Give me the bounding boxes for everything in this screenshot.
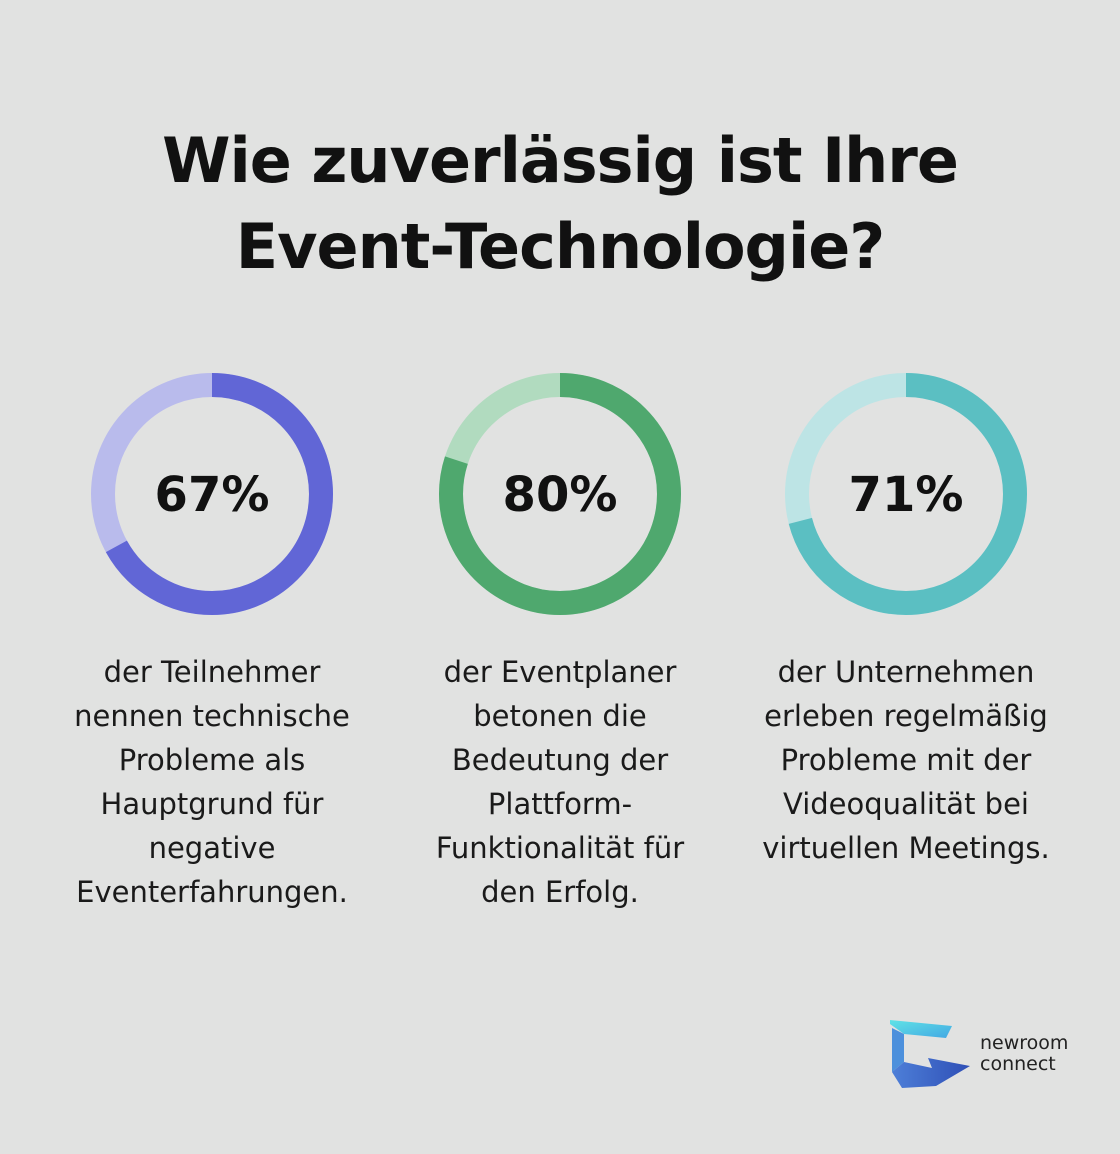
title-line-1: Wie zuverlässig ist Ihre bbox=[162, 124, 959, 197]
desc-2-line-1: der Eventplaner bbox=[443, 655, 677, 689]
desc-1-line-3: Probleme als bbox=[118, 743, 306, 777]
desc-1-line-5: negative bbox=[148, 831, 276, 865]
donut-arc-3 bbox=[785, 373, 1027, 615]
desc-3-line-4: Videoqualität bei bbox=[783, 787, 1029, 821]
percent-label-1: 67% bbox=[155, 467, 270, 523]
logo-wordmark: newroom connect bbox=[980, 1033, 1068, 1075]
newroom-connect-logo-icon bbox=[890, 1020, 970, 1088]
desc-2-line-5: Funktionalität für bbox=[435, 831, 685, 865]
stat-description-2: der Eventplaner betonen die Bedeutung de… bbox=[400, 650, 720, 914]
desc-2-line-3: Bedeutung der bbox=[451, 743, 669, 777]
desc-2-line-6: den Erfolg. bbox=[481, 875, 639, 909]
desc-2-line-4: Plattform- bbox=[487, 787, 633, 821]
donut-chart-3: 71% bbox=[785, 373, 1027, 615]
brand-logo: newroom connect bbox=[888, 1018, 1068, 1090]
donut-arc-1 bbox=[91, 373, 333, 615]
stat-description-1: der Teilnehmer nennen technische Problem… bbox=[52, 650, 372, 914]
donut-chart-2: 80% bbox=[439, 373, 681, 615]
stat-block-2: 80% der Eventplaner betonen die Bedeutun… bbox=[400, 372, 720, 914]
title-line-2: Event-Technologie? bbox=[235, 210, 885, 283]
logo-line-2: connect bbox=[980, 1053, 1056, 1075]
percent-label-2: 80% bbox=[503, 467, 618, 523]
desc-2-line-2: betonen die bbox=[473, 699, 647, 733]
desc-3-line-3: Probleme mit der bbox=[780, 743, 1032, 777]
desc-1-line-1: der Teilnehmer bbox=[103, 655, 321, 689]
logo-line-1: newroom bbox=[980, 1032, 1069, 1054]
stat-description-3: der Unternehmen erleben regelmäßig Probl… bbox=[746, 650, 1066, 870]
desc-3-line-1: der Unternehmen bbox=[777, 655, 1035, 689]
donut-chart-1: 67% bbox=[91, 373, 333, 615]
stat-block-3: 71% der Unternehmen erleben regelmäßig P… bbox=[746, 372, 1066, 870]
desc-3-line-5: virtuellen Meetings. bbox=[762, 831, 1050, 865]
stat-block-1: 67% der Teilnehmer nennen technische Pro… bbox=[52, 372, 372, 914]
desc-1-line-4: Hauptgrund für bbox=[100, 787, 324, 821]
desc-3-line-2: erleben regelmäßig bbox=[764, 699, 1048, 733]
desc-1-line-6: Eventerfahrungen. bbox=[76, 875, 348, 909]
desc-1-line-2: nennen technische bbox=[74, 699, 350, 733]
donut-arc-2 bbox=[439, 373, 681, 615]
infographic-title: Wie zuverlässig ist Ihre Event-Technolog… bbox=[60, 118, 1060, 290]
percent-label-3: 71% bbox=[849, 467, 964, 523]
